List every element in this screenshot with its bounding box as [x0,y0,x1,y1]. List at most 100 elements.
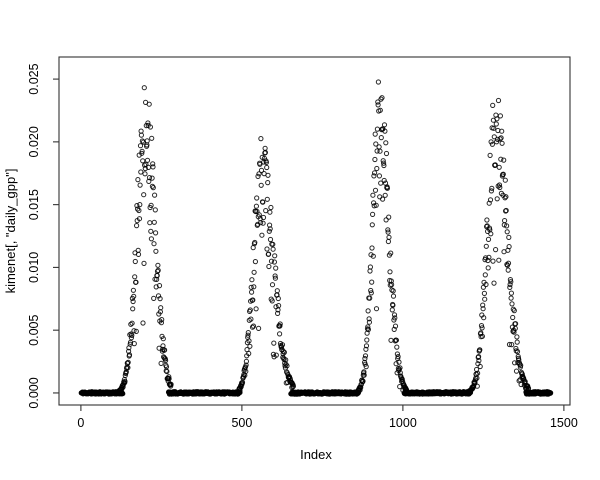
data-point [386,234,392,240]
data-point [156,283,163,289]
data-point [246,338,252,344]
data-point [253,306,259,312]
data-point [155,262,161,268]
data-point [492,162,498,168]
data-point [246,350,252,357]
data-point [144,157,151,163]
x-tick-label: 1500 [550,416,578,430]
data-point [480,306,486,312]
data-point [163,357,169,364]
data-point [290,384,296,390]
data-point [270,351,276,357]
data-point [488,139,494,145]
data-point [366,319,372,325]
data-point [132,274,138,280]
y-tick-label: 0.015 [27,189,41,220]
data-point [363,343,370,349]
data-point [508,290,514,296]
data-point [263,208,269,214]
data-point [254,208,260,215]
data-point [260,220,266,226]
data-point [491,125,497,131]
data-point [372,131,378,137]
data-point [151,219,157,225]
data-point [497,136,503,142]
data-point [249,289,255,295]
data-point [245,332,251,338]
data-point [373,202,379,208]
data-point [363,346,369,352]
data-point [163,364,170,370]
y-tick-label: 0.005 [27,314,41,345]
y-axis: 0.000 0.005 0.010 0.015 0.020 0.025 [27,63,59,409]
data-point [248,284,254,290]
data-point [381,162,387,169]
data-point [265,172,271,178]
data-point [382,192,388,198]
data-point [369,279,375,285]
data-point [365,324,371,330]
data-point [517,361,523,367]
data-point [130,306,136,312]
data-point [485,257,491,264]
plot-box [58,56,571,406]
data-point [262,145,268,151]
data-point [388,250,394,256]
data-point [393,337,399,343]
data-point [274,288,280,294]
data-point [364,337,370,343]
data-point [139,150,145,156]
data-point [372,156,378,163]
data-point [477,363,483,370]
data-point [164,368,170,375]
data-point [498,156,504,162]
x-tick-label: 1000 [389,416,417,430]
data-point [284,363,290,369]
data-point [515,353,521,360]
data-point [258,167,265,173]
data-point [389,307,395,313]
data-point [373,141,379,147]
data-point [381,160,387,166]
data-point [487,197,494,203]
data-point [137,202,143,208]
data-point [404,387,410,393]
data-point [503,207,509,214]
data-point [139,148,145,154]
data-point [281,349,287,355]
data-point [370,211,376,217]
data-point [381,177,387,184]
data-point [141,192,147,198]
data-point [502,195,508,201]
data-point [125,365,131,371]
data-point [146,101,152,107]
data-point [159,317,165,323]
data-point [277,331,283,337]
data-point [489,185,495,191]
data-point [267,226,273,232]
data-points [78,79,554,397]
data-point [391,312,398,318]
data-point [248,316,254,322]
data-point [279,342,286,348]
data-point [507,281,513,288]
data-point [160,336,166,342]
data-point [135,247,141,253]
data-point [372,187,379,193]
data-point [488,231,494,237]
data-point [494,196,500,202]
data-point [249,324,256,330]
data-point [362,361,368,367]
data-point [135,251,142,257]
data-point [122,378,128,384]
data-point [276,303,282,309]
data-point [483,243,489,249]
x-tick-label: 500 [231,416,252,430]
data-point [152,207,158,213]
data-point [518,362,524,368]
data-point [367,295,373,301]
data-point [370,253,376,259]
data-point [388,337,394,343]
data-point [494,116,500,122]
